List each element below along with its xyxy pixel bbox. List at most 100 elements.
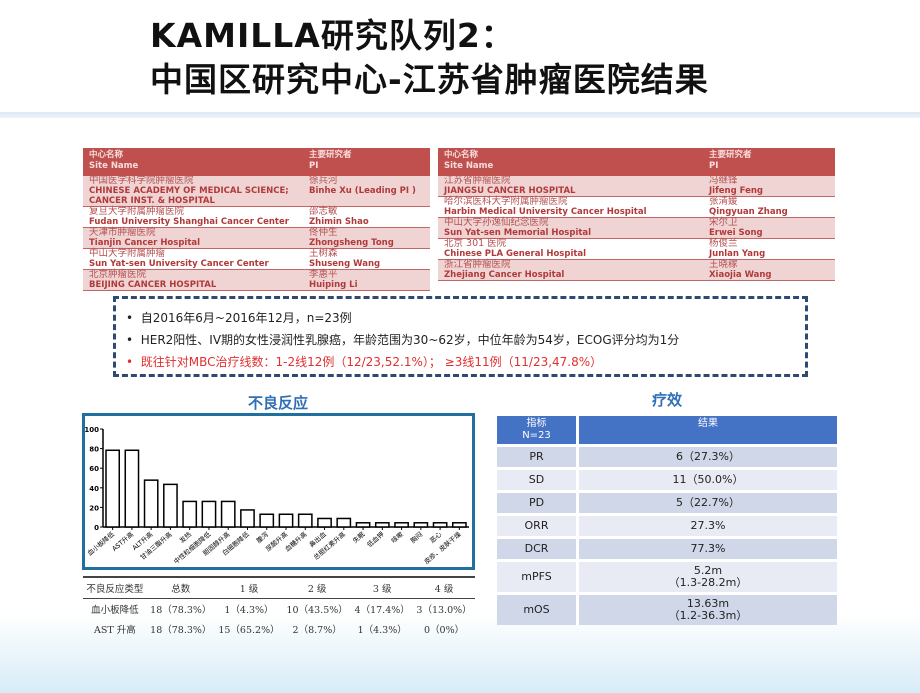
pi-header: 主要研究者 PI — [303, 148, 430, 176]
pi-name: 李惠平 Huiping Li — [303, 269, 430, 291]
bar — [451, 522, 467, 528]
table-row: 中山大学孙逸仙纪念医院 Sun Yat-sen Memorial Hospital… — [438, 217, 835, 239]
bar — [394, 522, 409, 528]
table-cell: 3（13.0%） — [416, 605, 472, 616]
x-tick-label: 血糖升高 — [283, 529, 309, 553]
bar — [240, 509, 255, 528]
bar — [259, 513, 275, 528]
pi-name: 徐兵河 Binhe Xu (Leading PI ) — [303, 176, 430, 207]
site-name: 中山大学附属肿瘤 Sun Yat-sen University Cancer Ce… — [83, 248, 303, 270]
site-name: 中国医学科学院肿瘤医院 CHINESE ACADEMY OF MEDICAL SC… — [83, 176, 303, 207]
x-tick-label: 皮疹、皮肤干燥 — [422, 529, 463, 565]
efficacy-heading: 疗效 — [652, 391, 683, 409]
table-cell: 15（65.2%） — [218, 625, 280, 636]
table-row: 浙江省肿瘤医院 Zhejiang Cancer Hospital 王晓稼 Xiaoji… — [438, 259, 835, 281]
table-row: 中国医学科学院肿瘤医院 CHINESE ACADEMY OF MEDICAL SC… — [83, 176, 430, 207]
pi-name: 杨俊兰 Junlan Yang — [703, 238, 835, 260]
pi-header: 主要研究者 PI — [703, 148, 835, 176]
metric: DCR — [497, 539, 579, 559]
result: 27.3% — [579, 516, 837, 536]
table-cell: 血小板降低 — [91, 605, 139, 616]
x-tick-label: 咳嗽 — [389, 529, 405, 545]
bullet-highlight: • 既往针对MBC治疗线数：1-2线12例（12/23,52.1%）； ≥3线1… — [126, 355, 603, 369]
bar — [182, 500, 198, 528]
table-row: 北京 301 医院 Chinese PLA General Hospital 杨俊兰… — [438, 238, 835, 260]
pi-name: 邵志敏 Zhimin Shao — [303, 206, 430, 228]
table-row: PD 5（22.7%） — [497, 493, 837, 513]
site-name-header: 中心名称 Site Name — [438, 148, 703, 176]
x-tick-label: 腹泻 — [254, 529, 270, 545]
y-tick-label: 20 — [89, 504, 99, 512]
site-name-header: 中心名称 Site Name — [83, 148, 303, 176]
bar — [297, 513, 313, 528]
header-row: 指标 N=23 结果 — [497, 416, 837, 444]
site-name: 中山大学孙逸仙纪念医院 Sun Yat-sen Memorial Hospital — [438, 217, 703, 239]
table-cell: 4 级 — [413, 576, 475, 599]
site-name: 江苏省肿瘤医院 JIANGSU CANCER HOSPITAL — [438, 176, 703, 197]
x-tick-label: 血小板降低 — [85, 529, 116, 557]
table-cell: 18（78.3%） — [150, 625, 212, 636]
bar — [374, 522, 390, 528]
table-cell: 2（8.7%） — [292, 625, 342, 636]
x-tick-label: 失眠 — [351, 529, 367, 545]
table-cell: 1（4.3%） — [224, 605, 274, 616]
table-cell: 0（0%） — [423, 625, 465, 636]
result: 13.63m （1.2-36.3m） — [579, 595, 837, 625]
y-tick-label: 80 — [89, 446, 99, 454]
table-cell: 2 级 — [283, 576, 352, 599]
table-cell: 18（78.3%） — [150, 605, 212, 616]
metric: PD — [497, 493, 579, 513]
bar — [124, 449, 140, 528]
table-row: 复旦大学附属肿瘤医院 Fudan University Shanghai Canc… — [83, 206, 430, 228]
bar — [278, 513, 294, 528]
table-cell: 不良反应类型 — [83, 576, 147, 599]
result: 77.3% — [579, 539, 837, 559]
metric: mPFS — [497, 562, 579, 592]
table-cell: 4（17.4%） — [354, 605, 410, 616]
bar — [143, 479, 159, 528]
title-divider — [0, 112, 920, 118]
x-tick-label: AST升高 — [110, 529, 136, 553]
pi-name: 佟仲生 Zhongsheng Tong — [303, 227, 430, 249]
x-tick-label: 发热 — [177, 529, 193, 545]
site-name: 浙江省肿瘤医院 Zhejiang Cancer Hospital — [438, 259, 703, 281]
pi-name: 宋尔卫 Erwei Song — [703, 217, 835, 239]
pi-name: 冯继锋 Jifeng Feng — [703, 176, 835, 197]
table-row: 血小板降低 18（78.3%） 1（4.3%） 10（43.5%） 4（17.4%） 3（… — [83, 599, 475, 620]
bullet: • 自2016年6月~2016年12月，n=23例 — [126, 311, 352, 325]
bar — [413, 522, 429, 528]
x-tick-label: 低血钾 — [365, 530, 386, 549]
table-row: DCR 77.3% — [497, 539, 837, 559]
table-cell: 1 级 — [214, 576, 284, 599]
table-row: 天津市肿瘤医院 Tianjin Cancer Hospital 佟仲生 Zhongsh… — [83, 227, 430, 249]
site-name: 复旦大学附属肿瘤医院 Fudan University Shanghai Canc… — [83, 206, 303, 228]
site-name: 天津市肿瘤医院 Tianjin Cancer Hospital — [83, 227, 303, 249]
background-wave — [0, 613, 920, 693]
x-tick-label: 胸闷 — [408, 530, 424, 545]
result: 6（27.3%） — [579, 447, 837, 467]
bar — [163, 483, 178, 528]
metric: PR — [497, 447, 579, 467]
sites-table-left: 中心名称 Site Name 主要研究者 PI 中国医学科学院肿瘤医院 CHINESE A… — [83, 148, 430, 291]
table-cell: 总数 — [146, 576, 215, 599]
y-tick-label: 40 — [89, 485, 99, 493]
site-name: 北京肿瘤医院 BEIJING CANCER HOSPITAL — [83, 269, 303, 291]
pi-name: 王晓稼 Xiaojia Wang — [703, 259, 835, 281]
table-row: 中山大学附属肿瘤 Sun Yat-sen University Cancer Ce… — [83, 248, 430, 270]
table-row: mPFS 5.2m （1.3-28.2m） — [497, 562, 837, 592]
sites-table-right: 中心名称 Site Name 主要研究者 PI 江苏省肿瘤医院 JIANGSU CANCE… — [438, 148, 835, 281]
bar — [220, 500, 236, 528]
table-cell: 10（43.5%） — [286, 605, 348, 616]
table-row: AST 升高 18（78.3%） 15（65.2%） 2（8.7%） 1（4.3%） 0（… — [83, 619, 475, 639]
slide-title: KAMILLA研究队列2： 中国区研究中心-江苏省肿瘤医院结果 — [150, 16, 709, 99]
table-row: ORR 27.3% — [497, 516, 837, 536]
pi-name: 王树森 Shuseng Wang — [303, 248, 430, 270]
result: 5（22.7%） — [579, 493, 837, 513]
ae-bar-chart: 0 20 40 60 80 100 血小板降低 AST升高 ALT升高 甘油三酯升高 发热 中性粒细胞… — [82, 413, 475, 570]
table-row: mOS 13.63m （1.2-36.3m） — [497, 595, 837, 625]
table-cell: AST 升高 — [93, 625, 136, 636]
table-row: SD 11（50.0%） — [497, 470, 837, 490]
header-row: 中心名称 Site Name 主要研究者 PI — [438, 148, 835, 176]
